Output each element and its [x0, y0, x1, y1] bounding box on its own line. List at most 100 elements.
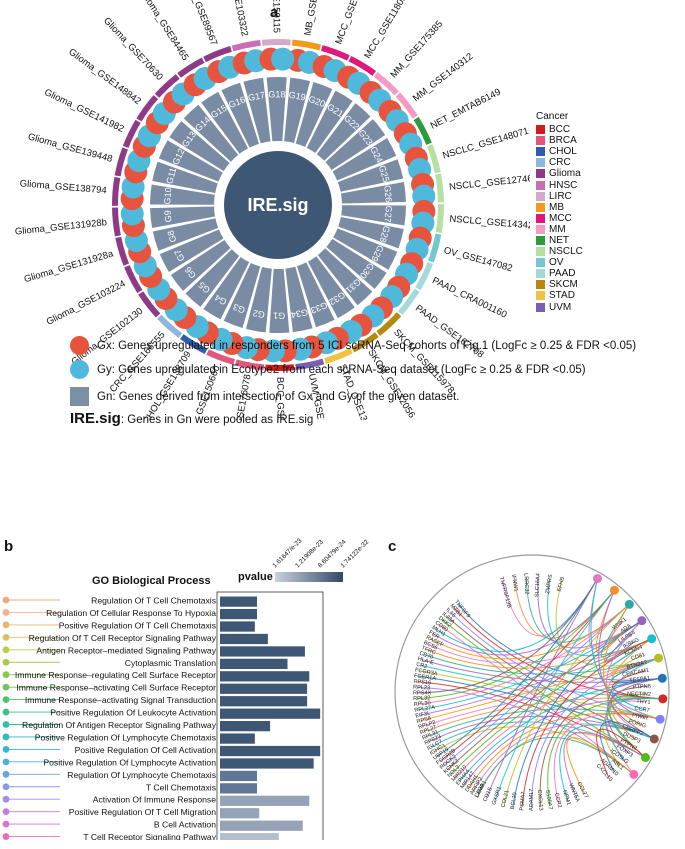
chord-link — [559, 724, 655, 802]
bar — [220, 783, 258, 794]
term-dot — [657, 673, 667, 683]
cancer-legend-item: SKCM — [536, 279, 583, 290]
gy-dot-icon — [70, 360, 89, 379]
cancer-swatch — [536, 191, 545, 201]
bar — [220, 721, 271, 732]
cancer-ring-segment — [351, 332, 379, 353]
go-bar-chart: GO Biological Process pvalue1.61647/e-231… — [2, 537, 370, 840]
gn-box — [306, 90, 353, 154]
colorbar — [275, 572, 343, 582]
gene-label: RPS4X — [413, 690, 432, 696]
center-label: IRE.sig — [247, 195, 308, 215]
term-dot — [609, 585, 619, 595]
g-label: G27 — [383, 205, 394, 223]
term-dot — [640, 753, 650, 762]
gn-box — [152, 161, 218, 194]
gn-box — [332, 138, 397, 181]
cancer-swatch — [536, 269, 545, 279]
dataset-label: OV_GSE147082 — [442, 245, 513, 274]
cancer-legend-item: MCC — [536, 213, 583, 224]
gene-label: EFHB — [557, 576, 567, 592]
gn-box — [266, 77, 287, 142]
cancer-legend-label: CHOL — [549, 146, 577, 158]
cancer-ring-segment — [376, 312, 402, 336]
cancer-legend-item: Glioma — [536, 168, 583, 179]
chord-link — [539, 677, 663, 807]
chord-link — [606, 677, 663, 755]
category-dot — [2, 746, 10, 753]
chord-link — [418, 675, 655, 740]
gn-box — [183, 104, 239, 162]
bar — [220, 733, 255, 744]
g-label: G7 — [172, 248, 186, 263]
gene-label: FCER1A — [414, 673, 437, 682]
category-dot — [2, 633, 10, 641]
term-dot — [654, 653, 664, 663]
cancer-ring-segment — [114, 147, 128, 177]
cancer-legend-title: Cancer — [536, 111, 569, 122]
chord-link — [598, 590, 645, 719]
cancer-legend-item: HNSC — [536, 179, 583, 191]
cancer-swatch — [536, 147, 545, 157]
cancer-legend-item: CHOL — [536, 146, 583, 157]
category-label: Immune Response–activating Signal Transd… — [25, 695, 216, 705]
bar — [220, 633, 268, 645]
g-label: G34 — [290, 307, 309, 320]
cancer-swatch — [536, 302, 545, 312]
dataset-label: MCC_GSE117988 — [333, 0, 371, 46]
cancer-ring-segment — [435, 173, 444, 203]
cancer-legend: Cancer BCC BRCA CHOL CRC Glioma HNSC LIRC MB MCC… — [536, 111, 583, 313]
category-label: Positive Regulation Of Cell Activation — [75, 745, 217, 755]
legend-gy-text: Gy: Genes upregulated in Ecotype2 from e… — [97, 363, 586, 376]
chord-link — [530, 657, 659, 808]
category-label: Immune Response–activating Cell Surface … — [16, 683, 216, 693]
bar — [220, 658, 288, 669]
cancer-ring-segment — [115, 236, 130, 266]
cancer-ring-segment — [397, 288, 420, 315]
cancer-legend-item: OV — [536, 257, 583, 268]
bar — [220, 770, 258, 782]
colorbar-title: pvalue — [238, 571, 273, 583]
dataset-label: PAAD_CRA001160 — [430, 275, 508, 320]
category-dot — [2, 671, 10, 679]
bar — [220, 696, 308, 707]
chord-link — [446, 620, 643, 771]
gn-box — [307, 256, 355, 319]
gn-box — [245, 266, 272, 333]
cancer-legend-item: BRCA — [536, 135, 583, 146]
category-dot — [2, 696, 10, 703]
g-label: G10 — [162, 187, 173, 205]
cancer-legend-item: CRC — [536, 157, 583, 168]
gene-label: PORIG — [628, 719, 647, 730]
category-label: Regulation Of T Cell Chemotaxis — [91, 596, 216, 606]
cancer-swatch — [536, 169, 545, 179]
dataset-label: NSCLC_GSE148071 — [441, 126, 530, 162]
category-label: Regulation Of Cellular Response To Hypox… — [46, 608, 216, 618]
cancer-swatch — [536, 291, 545, 301]
gn-box — [326, 238, 387, 289]
dataset-label: Glioma_GSE131928a — [23, 248, 115, 285]
gene-label: HLA-E — [417, 656, 435, 666]
category-dot — [2, 683, 10, 691]
chord-link — [449, 611, 661, 720]
bar — [220, 671, 310, 682]
cancer-ring-segment — [265, 364, 295, 372]
category-label: B Cell Activation — [154, 820, 216, 830]
gene-label: CD70 — [418, 651, 433, 661]
term-dot — [624, 599, 634, 609]
cancer-ring-segment — [206, 349, 235, 365]
gene-label: RPL27A — [414, 705, 436, 714]
cancer-legend-label: BRCA — [549, 135, 577, 147]
dataset-label: HNSC_GSE103322 — [223, 0, 250, 37]
dataset-label: NET_EMTAB6149 — [429, 87, 503, 132]
cancer-legend-label: BCC — [549, 124, 571, 136]
gene-label: ADAM17 — [529, 789, 535, 811]
chord-link — [609, 655, 659, 675]
gene-label: ADA — [620, 623, 633, 635]
legend-gn: Gn: Genes derived from intersection of G… — [70, 387, 459, 406]
panel-a-letter: a — [270, 4, 279, 21]
cancer-swatch — [536, 202, 545, 212]
cancer-legend-item: MB — [536, 202, 583, 213]
dataset-label: BCC_GSE141526 — [274, 377, 286, 420]
cancer-ring-segment — [426, 144, 441, 174]
